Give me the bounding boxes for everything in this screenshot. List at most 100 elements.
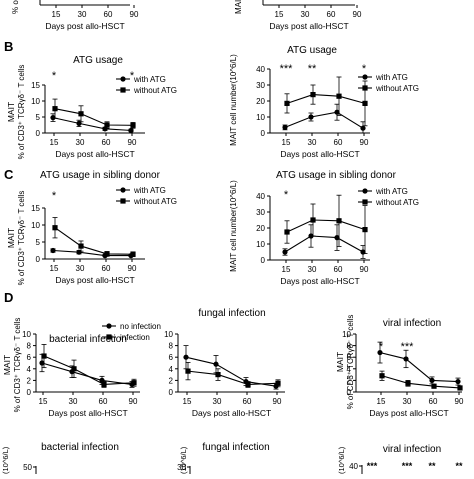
x-tick-label: 15 <box>50 264 59 273</box>
data-point-circle <box>183 354 189 360</box>
significance-marker: * <box>52 190 57 202</box>
x-tick-label: 90 <box>128 264 137 273</box>
data-point-square <box>336 93 342 99</box>
y-tick-label: 0 <box>169 388 174 397</box>
data-point-circle <box>282 124 288 130</box>
legend-label: without ATG <box>375 84 419 93</box>
legend-label: without ATG <box>375 198 419 207</box>
data-point-square <box>215 372 221 378</box>
y-tick-label: 8 <box>169 342 174 351</box>
x-tick-label: 15 <box>275 10 284 19</box>
y-tick-label: 2 <box>27 376 32 385</box>
x-tick-label: 60 <box>334 265 343 274</box>
series-line-1 <box>286 94 366 104</box>
legend-marker-circle <box>106 323 112 329</box>
panel-label-D: D <box>4 290 13 305</box>
significance-marker: ** <box>428 461 436 471</box>
x-tick-label: 15 <box>39 397 48 406</box>
x-tick-label: 60 <box>102 138 111 147</box>
chart-top-right-partial: 15 30 60 90 Days post allo-HSCT MAI <box>234 0 362 31</box>
significance-marker: *** <box>402 461 413 471</box>
y-tick-label: 15 <box>31 204 40 213</box>
legend-label: with ATG <box>133 186 166 195</box>
x-axis-label: Days post allo-HSCT <box>269 21 348 31</box>
legend-marker-square <box>120 87 126 93</box>
data-point-square <box>78 111 84 117</box>
y-tick-label: 50 <box>23 463 32 472</box>
legend-label: with ATG <box>375 73 408 82</box>
x-axis-label: Days post allo-HSCT <box>55 275 134 285</box>
y-tick-label: 30 <box>177 463 186 472</box>
chart-title: bacterial infection <box>41 442 119 453</box>
x-axis-label: Days post allo-HSCT <box>280 276 359 286</box>
data-point-square <box>431 383 437 389</box>
y-tick-label: 40 <box>349 462 358 471</box>
data-point-square <box>310 217 316 223</box>
data-point-square <box>185 368 191 374</box>
y-tick-label: 0 <box>347 388 352 397</box>
data-point-circle <box>50 247 56 254</box>
x-axis-label: Days post allo-HSCT <box>55 149 134 159</box>
y-axis-label: MAIT cell number(10^6/L) <box>229 180 238 272</box>
y-axis-label-unit: % of CD3⁺ TCRγδ⁻ T cells <box>13 318 22 413</box>
series-line-0 <box>379 352 459 383</box>
panel-label-C: C <box>4 167 14 182</box>
x-tick-label: 15 <box>50 138 59 147</box>
data-point-square <box>245 381 251 388</box>
significance-marker: ** <box>308 63 317 75</box>
x-tick-label: 90 <box>455 397 464 406</box>
legend-marker-circle <box>362 188 368 194</box>
y-axis-label-mait: MAIT <box>6 228 16 248</box>
legend-marker-square <box>362 85 368 91</box>
y-tick-label: 0 <box>36 129 41 138</box>
data-point-circle <box>128 127 134 134</box>
legend-marker-circle <box>362 74 368 80</box>
y-axis-label-unit: % of CD3⁺ TCRγδ⁻ T cells <box>17 65 26 160</box>
series-line-0 <box>52 117 132 131</box>
significance-marker: * <box>284 189 289 201</box>
significance-marker: *** <box>401 341 415 353</box>
y-tick-label: 4 <box>347 365 352 374</box>
x-axis-label: Days post allo-HSCT <box>45 21 124 31</box>
x-tick-label: 30 <box>213 397 222 406</box>
x-axis-label: Days post allo-HSCT <box>192 408 271 418</box>
significance-marker: ** <box>455 461 463 471</box>
significance-marker: * <box>362 63 367 75</box>
legend-label: without ATG <box>133 197 177 206</box>
x-tick-label: 30 <box>76 264 85 273</box>
x-tick-label: 90 <box>273 397 282 406</box>
panel-label-B: B <box>4 39 13 54</box>
x-tick-label: 15 <box>282 138 291 147</box>
y-tick-label: 0 <box>261 256 266 265</box>
y-tick-label: 5 <box>36 113 41 122</box>
data-point-square <box>52 106 58 112</box>
legend-label: with ATG <box>133 75 166 84</box>
data-point-circle <box>455 378 461 385</box>
legend-label: infection <box>120 333 150 342</box>
data-point-square <box>101 381 107 388</box>
x-tick-label: 30 <box>78 10 87 19</box>
x-tick-label: 90 <box>129 397 138 406</box>
y-tick-label: 40 <box>256 192 265 201</box>
data-point-square <box>52 225 58 231</box>
chart-title: viral infection <box>383 444 441 455</box>
series-line-0 <box>185 356 277 387</box>
data-point-circle <box>429 377 435 383</box>
x-tick-label: 60 <box>327 10 336 19</box>
x-tick-label: 60 <box>104 10 113 19</box>
legend-marker-square <box>120 198 126 204</box>
series-line-1 <box>54 108 134 126</box>
data-point-circle <box>334 109 340 115</box>
significance-marker: * <box>52 70 57 82</box>
data-point-circle <box>39 360 45 366</box>
series-line-0 <box>41 362 133 386</box>
data-point-square <box>130 251 136 257</box>
x-tick-label: 30 <box>301 10 310 19</box>
x-tick-label: 15 <box>282 265 291 274</box>
y-axis-label-partial: % o <box>11 0 20 14</box>
